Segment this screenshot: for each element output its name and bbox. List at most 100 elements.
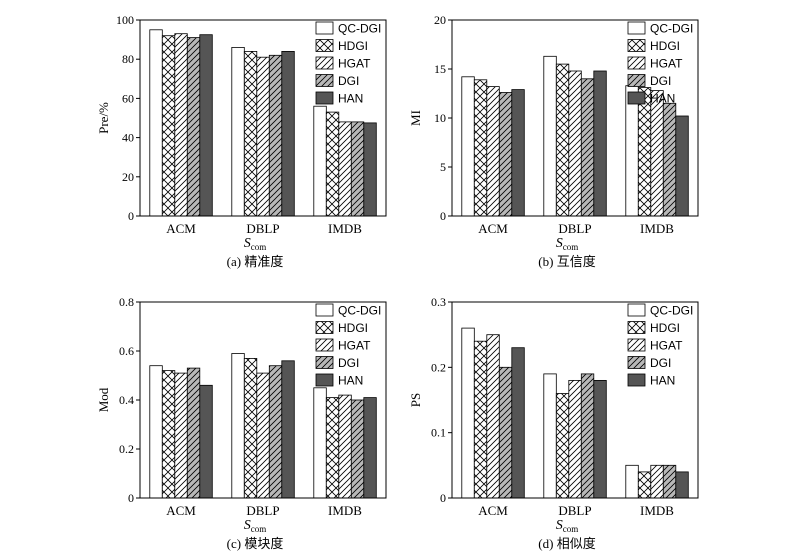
x-category-label: DBLP (558, 503, 591, 518)
bar-qc-dgi-imdb (313, 105, 327, 217)
legend-label-hgat: HGAT (650, 339, 683, 353)
x-category-label: ACM (166, 221, 196, 236)
bar-qc-dgi-acm (149, 29, 163, 217)
legend-swatch-hgat (627, 56, 646, 70)
y-tick-label: 0.6 (119, 344, 134, 358)
bar-hdgi-dblp (243, 51, 258, 217)
bar-qc-dgi-dblp (231, 353, 245, 499)
bar-qc-dgi-dblp (543, 55, 557, 217)
x-axis-label: Scom (244, 518, 267, 534)
legend-label-hgat: HGAT (650, 57, 683, 71)
bar-han-dblp (281, 360, 295, 499)
y-tick-label: 10 (434, 111, 446, 125)
x-axis-label: Scom (556, 236, 579, 252)
bar-hdgi-acm (161, 370, 176, 499)
legend-swatch-qc-dgi (315, 21, 334, 35)
bar-hgat-imdb (338, 121, 352, 217)
y-tick-label: 20 (122, 170, 134, 184)
y-tick-label: 15 (434, 62, 446, 76)
legend-label-hdgi: HDGI (338, 39, 368, 53)
legend-label-dgi: DGI (650, 74, 671, 88)
bar-han-dblp (593, 70, 607, 217)
bar-hdgi-imdb (325, 111, 340, 217)
bar-hdgi-dblp (555, 393, 570, 499)
y-tick-label: 0.2 (119, 442, 134, 456)
bar-hgat-dblp (256, 56, 270, 217)
legend-swatch-han (315, 91, 334, 105)
legend-swatch-hgat (315, 338, 334, 352)
bar-hdgi-dblp (555, 63, 570, 217)
panel-caption: (c) 模块度 (227, 536, 284, 551)
y-tick-label: 20 (434, 13, 446, 27)
y-tick-label: 0 (440, 491, 446, 505)
x-category-label: DBLP (246, 221, 279, 236)
x-category-label: ACM (166, 503, 196, 518)
bar-dgi-dblp (580, 78, 595, 217)
bar-han-acm (511, 347, 525, 499)
y-tick-label: 0.8 (119, 295, 134, 309)
legend: QC-DGI HDGI HGAT DGI HAN (315, 303, 381, 388)
legend: QC-DGI HDGI HGAT DGI HAN (315, 21, 381, 106)
legend-label-hgat: HGAT (338, 57, 371, 71)
x-category-label: IMDB (328, 503, 362, 518)
y-tick-label: 60 (122, 91, 134, 105)
legend-swatch-hgat (627, 338, 646, 352)
legend-swatch-hdgi (627, 39, 646, 52)
bar-han-acm (511, 89, 525, 217)
legend-label-han: HAN (650, 92, 675, 106)
legend-swatch-hdgi (315, 39, 334, 52)
bar-dgi-dblp (268, 54, 283, 217)
x-category-label: DBLP (558, 221, 591, 236)
x-axis-label: Scom (244, 236, 267, 252)
legend-label-han: HAN (650, 374, 675, 388)
y-tick-label: 80 (122, 52, 134, 66)
x-category-label: IMDB (640, 221, 674, 236)
bar-hgat-acm (174, 33, 188, 217)
panel-caption: (d) 相似度 (538, 536, 595, 551)
bar-dgi-acm (498, 366, 513, 499)
bar-han-acm (199, 384, 213, 499)
bar-dgi-acm (186, 367, 201, 499)
legend-label-dgi: DGI (338, 356, 359, 370)
y-tick-label: 0.1 (431, 426, 446, 440)
legend-swatch-dgi (627, 356, 646, 369)
bar-hdgi-imdb (637, 471, 652, 499)
y-tick-label: 100 (116, 13, 134, 27)
legend-label-qc-dgi: QC-DGI (650, 22, 693, 36)
y-axis-label: MI (408, 110, 423, 126)
y-tick-label: 0.4 (119, 393, 134, 407)
bar-han-imdb (675, 471, 689, 499)
bar-han-imdb (363, 397, 377, 499)
bar-hgat-imdb (650, 464, 664, 499)
y-tick-label: 40 (122, 131, 134, 145)
legend-swatch-han (627, 373, 646, 387)
y-tick-label: 0 (128, 209, 134, 223)
legend-swatch-qc-dgi (627, 21, 646, 35)
y-tick-label: 5 (440, 160, 446, 174)
legend-label-hdgi: HDGI (650, 39, 680, 53)
legend-swatch-dgi (315, 356, 334, 369)
bar-qc-dgi-dblp (231, 47, 245, 217)
legend-label-hdgi: HDGI (650, 321, 680, 335)
y-tick-label: 0.3 (431, 295, 446, 309)
bar-hdgi-acm (161, 35, 176, 217)
bar-qc-dgi-acm (149, 365, 163, 499)
bar-hdgi-imdb (325, 397, 340, 499)
legend-label-qc-dgi: QC-DGI (338, 304, 381, 318)
y-tick-label: 0 (440, 209, 446, 223)
bar-dgi-imdb (350, 399, 365, 499)
bar-dgi-imdb (350, 121, 365, 217)
x-axis-label: Scom (556, 518, 579, 534)
legend-swatch-qc-dgi (315, 303, 334, 317)
legend-swatch-dgi (315, 74, 334, 87)
bar-hgat-imdb (338, 394, 352, 499)
bar-dgi-dblp (580, 373, 595, 499)
plot-frame (451, 301, 699, 499)
bar-dgi-imdb (662, 464, 677, 499)
bar-han-dblp (593, 379, 607, 499)
legend-label-dgi: DGI (650, 356, 671, 370)
legend-label-hdgi: HDGI (338, 321, 368, 335)
bar-hgat-dblp (256, 372, 270, 499)
legend-label-qc-dgi: QC-DGI (338, 22, 381, 36)
